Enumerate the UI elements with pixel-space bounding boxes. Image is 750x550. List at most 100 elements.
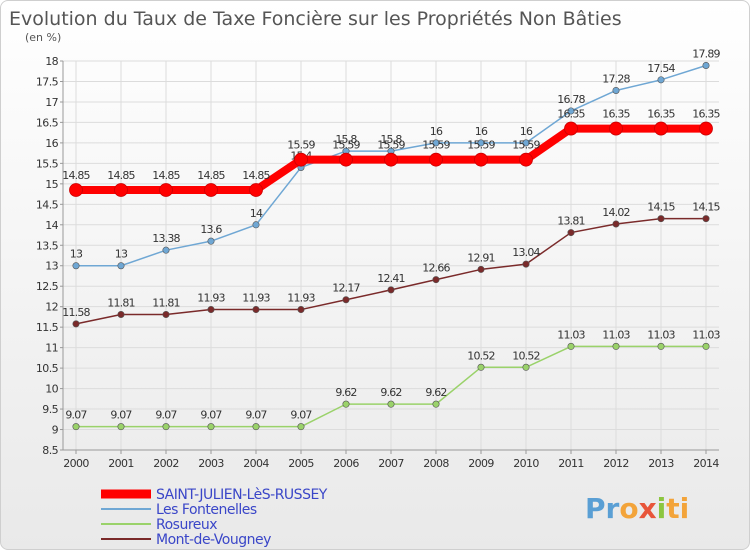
- x-tick-label: 2003: [198, 457, 224, 470]
- data-point: [342, 296, 350, 304]
- data-point: [162, 310, 170, 318]
- data-point: [252, 423, 260, 431]
- series-group: 11.58 11.81 11.81 11.93 11.93 11.93 12.17 12.41…: [62, 48, 721, 431]
- data-label: 15.59: [287, 139, 315, 152]
- data-point: [339, 152, 353, 167]
- data-label: 16: [520, 125, 533, 138]
- chart-title: Evolution du Taux de Taxe Foncière sur l…: [9, 8, 622, 30]
- data-label: 9.62: [335, 386, 356, 399]
- data-point: [477, 139, 485, 147]
- data-point: [69, 183, 83, 197]
- data-point: [117, 310, 125, 318]
- data-label: 11.93: [242, 292, 270, 305]
- data-label: 13.81: [557, 215, 585, 228]
- data-label: 14.15: [647, 201, 675, 214]
- data-point: [612, 86, 620, 94]
- data-point: [432, 276, 440, 284]
- data-point: [252, 306, 260, 314]
- axes: 8.5 9 9.5 10 10.5 11 11.5 12 12.5 13 13.5 14 14.5 15 1…: [36, 55, 720, 470]
- y-tick-label: 12: [45, 301, 58, 314]
- data-point: [654, 121, 668, 136]
- data-label: 9.07: [65, 409, 87, 422]
- data-point: [294, 152, 308, 167]
- data-label: 11.03: [692, 328, 720, 341]
- y-tick-label: 13.5: [36, 239, 59, 252]
- data-label: 9.07: [155, 409, 177, 422]
- data-point: [519, 152, 533, 167]
- data-label: 13.38: [152, 232, 180, 245]
- y-tick-label: 17: [45, 96, 58, 109]
- legend-label: Rosureux: [156, 517, 217, 533]
- data-label: 11.03: [557, 328, 585, 341]
- x-tick-label: 2007: [378, 457, 404, 470]
- data-point: [204, 183, 218, 197]
- data-label: 14.15: [692, 201, 720, 214]
- x-tick-label: 2000: [63, 457, 89, 470]
- data-point: [207, 423, 215, 431]
- series-mont-de-vougney: 11.58 11.81 11.81 11.93 11.93 11.93 12.17 12.41…: [62, 201, 721, 328]
- data-label: 16.35: [557, 108, 585, 121]
- data-point: [72, 262, 80, 270]
- data-label: 11.81: [107, 296, 135, 309]
- data-point: [474, 152, 488, 167]
- data-label: 13.6: [200, 223, 222, 236]
- data-label: 15.59: [467, 139, 495, 152]
- data-label: 12.66: [422, 262, 450, 275]
- data-point: [702, 342, 710, 350]
- data-label: 11.03: [647, 328, 675, 341]
- data-label: 11.93: [197, 292, 225, 305]
- y-tick-label: 12.5: [36, 280, 59, 293]
- x-tick-label: 2008: [423, 457, 449, 470]
- x-tick-label: 2001: [108, 457, 134, 470]
- data-point: [522, 139, 530, 147]
- data-point: [159, 183, 173, 197]
- data-label: 10.52: [467, 349, 495, 362]
- y-tick-label: 15: [45, 178, 58, 191]
- data-label: 16.78: [557, 93, 585, 106]
- data-label: 9.07: [245, 409, 267, 422]
- y-tick-label: 16.5: [36, 116, 59, 129]
- data-point: [702, 215, 710, 223]
- data-label: 14.85: [197, 169, 225, 182]
- data-point: [297, 423, 305, 431]
- data-label: 15.8: [335, 133, 357, 146]
- data-point: [702, 62, 710, 70]
- logo-part-2: o: [619, 492, 638, 525]
- data-label: 14.85: [62, 169, 90, 182]
- data-label: 15.59: [332, 139, 360, 152]
- data-point: [567, 229, 575, 237]
- data-point: [252, 221, 260, 229]
- data-point: [612, 342, 620, 350]
- data-label: 11.93: [287, 292, 315, 305]
- data-point: [387, 286, 395, 294]
- y-tick-label: 8.5: [42, 444, 58, 457]
- data-label: 15.59: [377, 139, 405, 152]
- data-label: 9.62: [425, 386, 446, 399]
- data-label: 14.85: [152, 169, 180, 182]
- data-label: 16.35: [692, 108, 720, 121]
- data-point: [432, 139, 440, 147]
- data-label: 17.54: [647, 62, 675, 75]
- data-label: 12.91: [467, 251, 495, 264]
- data-point: [477, 363, 485, 371]
- data-label: 17.89: [692, 48, 720, 61]
- data-label: 14.02: [602, 206, 630, 219]
- y-tick-label: 16: [45, 137, 58, 150]
- data-point: [612, 220, 620, 228]
- data-label: 16: [430, 125, 443, 138]
- logo-part-1: Pr: [585, 492, 620, 525]
- x-tick-label: 2014: [693, 457, 719, 470]
- data-point: [522, 363, 530, 371]
- data-label: 13.04: [512, 246, 540, 259]
- data-label: 17.28: [602, 72, 630, 85]
- data-point: [384, 152, 398, 167]
- y-tick-label: 15.5: [36, 157, 59, 170]
- x-tick-label: 2013: [648, 457, 674, 470]
- data-point: [699, 121, 713, 136]
- data-label: 10.52: [512, 349, 540, 362]
- x-tick-label: 2004: [243, 457, 269, 470]
- data-label: 14.85: [107, 169, 135, 182]
- y-tick-label: 14.5: [36, 198, 59, 211]
